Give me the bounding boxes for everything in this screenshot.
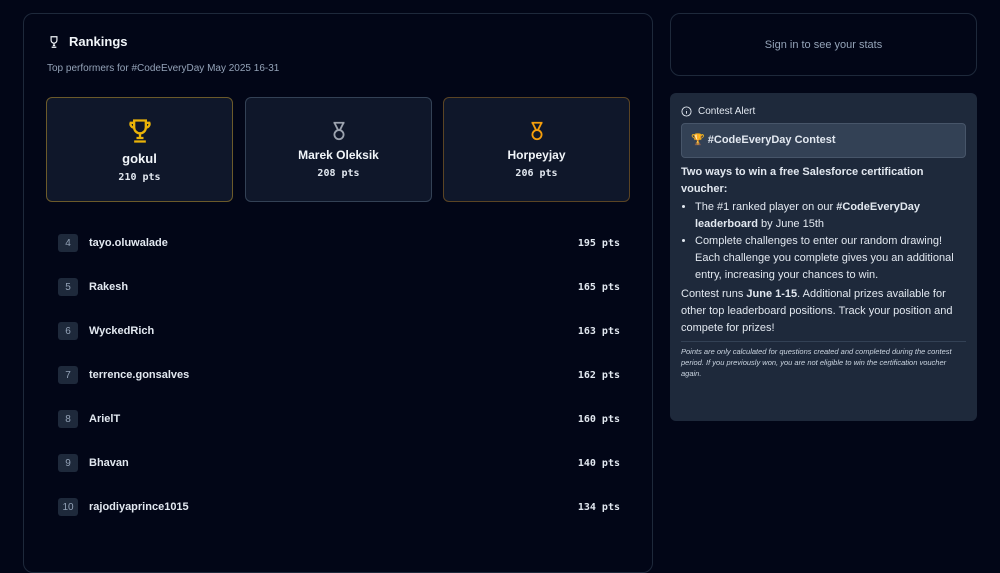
rank-badge: 5 bbox=[58, 278, 78, 296]
medal-icon bbox=[531, 121, 542, 141]
player-points: 163 pts bbox=[577, 325, 620, 337]
player-name: Bhavan bbox=[89, 457, 129, 469]
podium-points: 210 pts bbox=[118, 171, 161, 183]
table-row[interactable]: 10 rajodiyaprince1015 134 pts bbox=[58, 497, 620, 517]
sign-in-prompt[interactable]: Sign in to see your stats bbox=[670, 13, 977, 76]
ways-list: The #1 ranked player on our #CodeEveryDa… bbox=[695, 199, 966, 284]
rank-badge: 7 bbox=[58, 366, 78, 384]
player-points: 134 pts bbox=[577, 501, 620, 513]
player-name: WyckedRich bbox=[89, 325, 155, 337]
podium-points: 206 pts bbox=[515, 168, 558, 179]
table-row[interactable]: 8 ArielT 160 pts bbox=[58, 409, 620, 429]
table-row[interactable]: 6 WyckedRich 163 pts bbox=[58, 321, 620, 341]
player-name: ArielT bbox=[89, 413, 121, 425]
rank-badge: 9 bbox=[58, 454, 78, 472]
contest-dates: Contest runs June 1-15. Additional prize… bbox=[681, 288, 953, 334]
info-icon bbox=[681, 105, 692, 117]
podium-first[interactable]: gokul 210 pts bbox=[46, 97, 233, 202]
rank-badge: 10 bbox=[58, 498, 78, 516]
list-item: The #1 ranked player on our #CodeEveryDa… bbox=[695, 199, 966, 233]
player-points: 160 pts bbox=[577, 413, 620, 425]
podium-points: 208 pts bbox=[317, 168, 360, 179]
podium-name: Marek Oleksik bbox=[298, 148, 379, 162]
podium-name: Horpeyjay bbox=[507, 148, 566, 162]
contest-alert: Contest Alert 🏆 #CodeEveryDay Contest Tw… bbox=[670, 93, 977, 421]
rank-badge: 6 bbox=[58, 322, 78, 340]
trophy-icon bbox=[128, 118, 151, 143]
player-name: terrence.gonsalves bbox=[89, 369, 190, 381]
rank-badge: 8 bbox=[58, 410, 78, 428]
table-row[interactable]: 9 Bhavan 140 pts bbox=[58, 453, 620, 473]
trophy-icon bbox=[50, 35, 58, 48]
rankings-panel: Rankings Top performers for #CodeEveryDa… bbox=[23, 13, 653, 573]
alert-intro: Two ways to win a free Salesforce certif… bbox=[681, 166, 924, 195]
podium-name: gokul bbox=[122, 150, 157, 166]
rankings-heading: Rankings bbox=[69, 34, 128, 49]
rankings-title: Rankings bbox=[47, 34, 128, 49]
alert-title: Contest Alert bbox=[698, 105, 756, 117]
player-points: 162 pts bbox=[577, 369, 620, 381]
player-name: rajodiyaprince1015 bbox=[89, 501, 189, 513]
player-name: tayo.oluwalade bbox=[89, 237, 168, 249]
contest-name-box: 🏆 #CodeEveryDay Contest bbox=[681, 123, 966, 158]
list-item: Complete challenges to enter our random … bbox=[695, 233, 966, 284]
podium-second[interactable]: Marek Oleksik 208 pts bbox=[245, 97, 432, 202]
player-name: Rakesh bbox=[89, 281, 129, 293]
player-points: 195 pts bbox=[577, 237, 620, 249]
table-row[interactable]: 5 Rakesh 165 pts bbox=[58, 277, 620, 297]
rank-badge: 4 bbox=[58, 234, 78, 252]
table-row[interactable]: 4 tayo.oluwalade 195 pts bbox=[58, 233, 620, 253]
podium-third[interactable]: Horpeyjay 206 pts bbox=[443, 97, 630, 202]
table-row[interactable]: 7 terrence.gonsalves 162 pts bbox=[58, 365, 620, 385]
rankings-subtitle: Top performers for #CodeEveryDay May 202… bbox=[47, 63, 280, 74]
medal-icon bbox=[333, 121, 344, 141]
alert-header: Contest Alert bbox=[681, 104, 966, 118]
alert-footnote: Points are only calculated for questions… bbox=[681, 341, 966, 379]
player-points: 140 pts bbox=[577, 457, 620, 469]
player-points: 165 pts bbox=[577, 281, 620, 293]
